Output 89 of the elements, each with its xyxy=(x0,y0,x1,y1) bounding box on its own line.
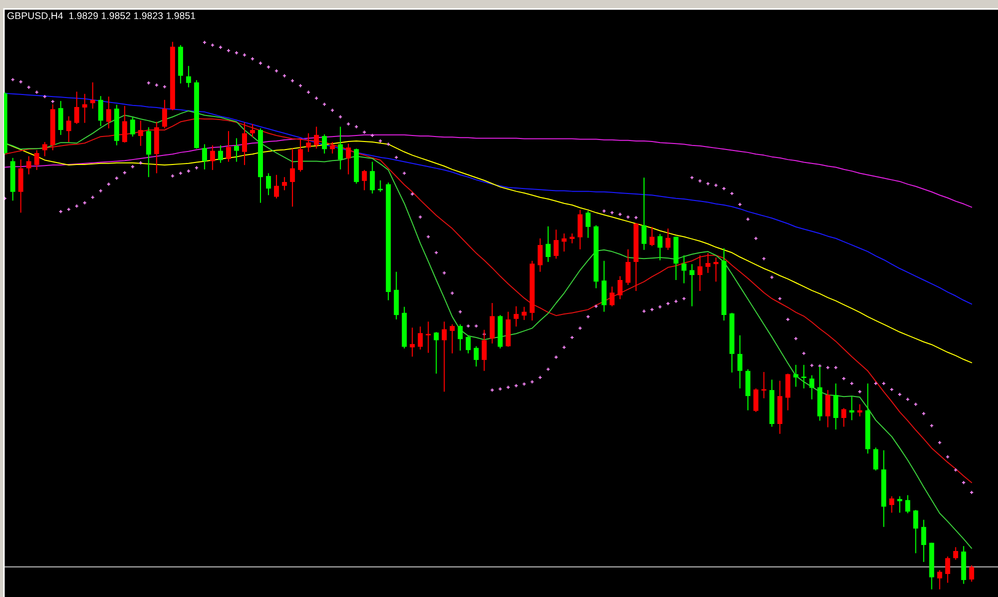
candlestick xyxy=(186,65,192,88)
candlestick xyxy=(138,120,144,146)
candlestick xyxy=(490,302,495,344)
candlestick xyxy=(466,334,471,354)
candlestick xyxy=(554,229,559,260)
candlestick xyxy=(610,286,615,307)
candlestick xyxy=(146,126,152,178)
candlestick xyxy=(474,346,479,368)
candlestick xyxy=(410,327,415,358)
candlestick xyxy=(689,264,694,307)
candlestick xyxy=(849,396,854,421)
candlestick xyxy=(458,324,463,352)
candlestick xyxy=(338,126,343,170)
candlestick xyxy=(618,276,623,300)
candlestick xyxy=(793,364,798,388)
candlestick xyxy=(218,144,224,164)
candlestick xyxy=(833,382,838,430)
candlestick xyxy=(266,172,271,196)
candlestick xyxy=(282,176,287,191)
candlestick xyxy=(697,254,702,292)
candlestick xyxy=(658,233,662,261)
candlestick xyxy=(162,99,168,129)
candlestick xyxy=(937,570,942,590)
candlestick xyxy=(873,447,878,472)
candlestick xyxy=(969,564,974,582)
candlestick xyxy=(106,96,112,129)
candlestick xyxy=(18,159,24,214)
candlestick xyxy=(434,331,439,374)
candlestick xyxy=(650,226,654,247)
candlestick xyxy=(825,390,830,428)
candlestick xyxy=(42,142,48,157)
candlestick xyxy=(897,496,902,514)
candlestick xyxy=(889,496,894,514)
candlestick xyxy=(210,144,216,170)
candlestick xyxy=(514,306,519,328)
candlestick xyxy=(250,123,255,138)
candlestick xyxy=(362,169,367,191)
candlestick xyxy=(58,100,64,136)
candlestick xyxy=(809,374,814,400)
candlestick xyxy=(953,546,958,560)
candlestick xyxy=(578,209,583,250)
candlestick xyxy=(26,156,32,175)
candlestick xyxy=(370,161,375,194)
candlestick xyxy=(586,210,591,238)
candlestick xyxy=(66,116,72,143)
candlestick xyxy=(274,174,279,199)
candlestick xyxy=(682,254,686,284)
candlestick xyxy=(538,238,543,272)
candlestick xyxy=(450,324,455,354)
candlestick xyxy=(913,509,918,554)
candlestick xyxy=(426,321,431,354)
candlestick xyxy=(921,519,926,562)
candlestick xyxy=(202,144,208,170)
candlestick xyxy=(761,371,766,399)
candlestick xyxy=(713,257,718,282)
candlestick xyxy=(841,408,846,428)
candlestick xyxy=(322,134,327,154)
candlestick xyxy=(753,388,758,412)
candlestick xyxy=(785,373,790,411)
candlestick xyxy=(418,326,423,350)
candlestick xyxy=(298,138,303,172)
candlestick xyxy=(82,93,88,124)
candlestick xyxy=(801,364,806,389)
chart-title: GBPUSD,H4 1.9829 1.9852 1.9823 1.9851 xyxy=(7,12,196,20)
candlestick xyxy=(98,96,104,127)
candlestick xyxy=(226,130,232,162)
candlestick xyxy=(90,82,96,110)
candlestick xyxy=(737,334,742,389)
candlestick xyxy=(522,306,527,320)
candlestick xyxy=(234,138,239,162)
candlestick xyxy=(330,142,335,154)
candlestick xyxy=(314,126,319,150)
candlestick xyxy=(290,148,295,208)
candlestick xyxy=(705,252,710,274)
candlestick xyxy=(666,228,670,250)
candlestick xyxy=(562,232,567,252)
candlestick xyxy=(306,132,311,152)
candlestick xyxy=(346,143,351,175)
candlestick xyxy=(74,91,80,124)
candlestick xyxy=(242,122,247,166)
candlestick xyxy=(570,232,575,244)
candlestick xyxy=(905,494,910,514)
candlestick xyxy=(130,116,136,138)
candlestick xyxy=(546,226,551,262)
candlestick xyxy=(122,105,128,144)
candlestick xyxy=(626,248,631,286)
candlestick xyxy=(34,150,40,170)
candlestick xyxy=(642,177,647,250)
candlestick xyxy=(945,556,950,584)
